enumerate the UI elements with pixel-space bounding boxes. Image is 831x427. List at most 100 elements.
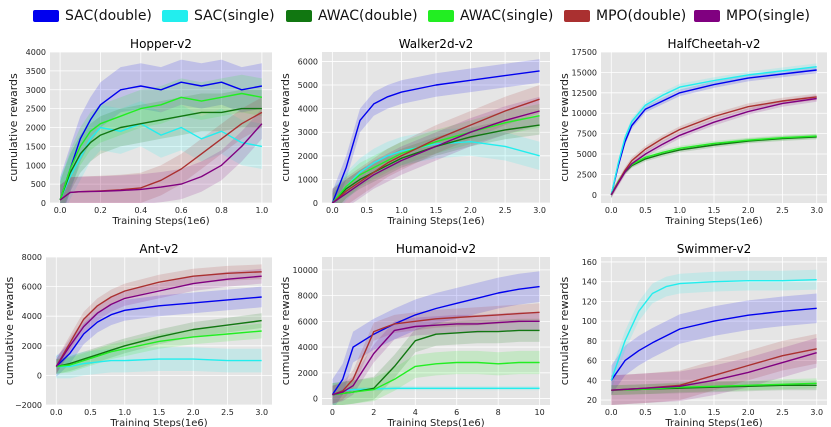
series-line-sac-single <box>56 358 262 368</box>
panel-swimmer-v2: 20 40 60 80 100 120 140 160 0.0 0.5 1.0 1.5 2.0 2.5 3.… <box>558 242 827 427</box>
band-mpo-single <box>60 108 262 203</box>
y-tick-label: 1000 <box>298 175 318 184</box>
panel-ant-v2: −2000 0 2000 4000 6000 8000 0.0 0.5 1.0 1.5 2.0 2.5… <box>3 242 272 427</box>
y-tick-label: 3000 <box>26 86 46 95</box>
band-awac-double <box>332 115 540 203</box>
x-tick-label: 3.0 <box>810 408 823 417</box>
series-line-awac-single <box>331 115 540 203</box>
series-line-mpo-double <box>331 98 540 203</box>
legend-item-awac-double: AWAC(double) <box>286 6 418 26</box>
y-tick-label: −2000 <box>15 401 42 410</box>
band-mpo-single <box>56 268 262 374</box>
x-tick-label: 0.5 <box>361 206 374 215</box>
series-line-sac-double <box>610 69 817 195</box>
band-awac-single <box>56 323 262 374</box>
x-tick-label: 0.0 <box>50 408 63 417</box>
band-sac-single <box>611 269 817 391</box>
y-tick-label: 0 <box>592 191 597 200</box>
y-tick-label: 6000 <box>298 57 318 66</box>
x-tick-label: 2.0 <box>464 206 477 215</box>
legend-item-sac-single: SAC(single) <box>162 6 275 26</box>
x-tick-label: 3.0 <box>533 206 546 215</box>
band-sac-double <box>611 293 817 396</box>
y-tick-label: 60 <box>587 357 597 366</box>
y-tick-label: 0 <box>41 199 46 208</box>
x-axis-label: Training Steps(1e6) <box>109 418 207 427</box>
y-axis-label: cumulative rewards <box>7 73 20 182</box>
y-tick-label: 2000 <box>26 124 46 133</box>
band-sac-single <box>60 101 262 203</box>
legend: SAC(double) SAC(single) AWAC(double) AWA… <box>0 0 831 36</box>
x-tick-label: 0.6 <box>175 206 188 215</box>
x-tick-label: 1.5 <box>153 408 166 417</box>
x-tick-label: 0.5 <box>84 408 97 417</box>
y-tick-label: 20 <box>587 396 597 405</box>
band-mpo-single <box>332 96 540 203</box>
y-tick-label: 100 <box>582 317 597 326</box>
y-axis-label: cumulative rewards <box>558 276 571 385</box>
plot-area <box>331 271 540 405</box>
series-line-awac-single <box>56 330 262 368</box>
y-tick-label: 140 <box>582 278 597 287</box>
x-tick-label: 0.0 <box>326 206 339 215</box>
x-tick-label: 0.0 <box>605 206 618 215</box>
x-tick-label: 0.8 <box>215 206 228 215</box>
band-mpo-double <box>56 264 262 374</box>
x-tick-label: 0.4 <box>134 206 147 215</box>
panel-halfcheetah-v2: 0 2500 5000 7500 10000 12500 15000 17500 0.0 0.5 1… <box>558 37 827 227</box>
y-tick-label: 5000 <box>298 81 318 90</box>
series-line-awac-double <box>331 124 540 203</box>
legend-label-mpo-double: MPO(double) <box>596 8 687 24</box>
plot-area <box>610 269 817 405</box>
y-tick-label: 6000 <box>22 283 42 292</box>
x-tick-label: 0.5 <box>639 206 652 215</box>
y-tick-label: 2000 <box>298 152 318 161</box>
y-tick-label: 17500 <box>572 48 597 57</box>
x-tick-label: 1.5 <box>708 408 721 417</box>
y-tick-label: 1500 <box>26 142 46 151</box>
series-line-sac-double <box>331 70 540 203</box>
x-tick-label: 2.5 <box>499 206 512 215</box>
x-tick-label: 0 <box>330 408 335 417</box>
x-axis-label: Training Steps(1e6) <box>111 216 209 227</box>
legend-swatch-mpo-single <box>694 10 720 22</box>
legend-swatch-mpo-double <box>564 10 590 22</box>
band-awac-double <box>56 313 262 374</box>
x-tick-label: 1.0 <box>395 206 408 215</box>
y-tick-label: 0 <box>37 371 42 380</box>
series-line-awac-double <box>59 107 262 201</box>
y-tick-label: 3500 <box>26 67 46 76</box>
x-tick-label: 0.5 <box>639 408 652 417</box>
legend-item-awac-single: AWAC(single) <box>428 6 553 26</box>
x-tick-label: 3.0 <box>810 206 823 215</box>
series-line-mpo-single <box>332 320 540 396</box>
x-tick-label: 1.0 <box>118 408 131 417</box>
legend-swatch-awac-double <box>286 10 312 22</box>
x-tick-label: 2.5 <box>776 408 789 417</box>
x-tick-label: 1.0 <box>673 206 686 215</box>
x-tick-label: 10 <box>535 408 545 417</box>
band-mpo-double <box>60 97 262 203</box>
x-tick-label: 3.0 <box>255 408 268 417</box>
x-tick-label: 2.0 <box>742 206 755 215</box>
series-line-awac-double <box>56 319 262 368</box>
band-sac-double <box>60 59 262 203</box>
panel-walker2d-v2: 0 1000 2000 3000 4000 5000 6000 0.0 0.5 1.0 1.5 2.0… <box>279 37 550 227</box>
y-tick-label: 1000 <box>26 161 46 170</box>
band-awac-single <box>332 103 540 203</box>
band-sac-double <box>332 271 540 405</box>
legend-swatch-awac-single <box>428 10 454 22</box>
y-tick-label: 80 <box>587 337 597 346</box>
x-tick-label: 1.0 <box>256 206 269 215</box>
y-tick-label: 7500 <box>577 130 597 139</box>
x-tick-label: 6 <box>454 408 459 417</box>
x-axis-label: Training Steps(1e6) <box>386 216 484 227</box>
chart-title: Humanoid-v2 <box>396 242 476 256</box>
y-tick-label: 4000 <box>22 312 42 321</box>
series-line-awac-single <box>332 361 540 396</box>
series-line-mpo-double <box>332 311 540 396</box>
chart-title: HalfCheetah-v2 <box>667 37 760 51</box>
y-tick-label: 2000 <box>298 369 318 378</box>
series-line-sac-double <box>59 81 263 201</box>
